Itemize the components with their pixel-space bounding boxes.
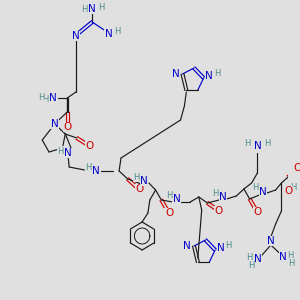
- Text: O: O: [284, 186, 292, 196]
- Text: N: N: [140, 176, 148, 186]
- Text: H: H: [264, 139, 270, 148]
- Text: N: N: [72, 31, 80, 41]
- Text: H: H: [114, 28, 120, 37]
- Text: H: H: [81, 5, 88, 14]
- Text: O: O: [135, 184, 143, 194]
- Text: H: H: [288, 259, 294, 268]
- Text: O: O: [294, 163, 300, 173]
- Text: H: H: [244, 139, 251, 148]
- Text: H: H: [247, 253, 253, 262]
- Text: H: H: [225, 242, 232, 250]
- Text: N: N: [49, 93, 57, 103]
- Text: N: N: [173, 194, 181, 204]
- Text: N: N: [217, 243, 225, 253]
- Text: N: N: [88, 4, 96, 14]
- Text: H: H: [248, 260, 255, 269]
- Text: O: O: [165, 208, 173, 218]
- Text: H: H: [38, 92, 44, 101]
- Text: H: H: [214, 70, 220, 79]
- Text: O: O: [215, 206, 223, 216]
- Text: N: N: [105, 29, 112, 39]
- Text: O: O: [63, 122, 71, 132]
- Text: N: N: [259, 187, 267, 197]
- Text: N: N: [51, 119, 59, 129]
- Text: H: H: [287, 250, 293, 260]
- Text: H: H: [290, 184, 296, 193]
- Text: N: N: [206, 71, 213, 81]
- Text: H: H: [99, 4, 105, 13]
- Text: N: N: [267, 236, 275, 246]
- Text: N: N: [279, 252, 287, 262]
- Text: N: N: [92, 166, 100, 176]
- Text: H: H: [166, 190, 172, 200]
- Text: H: H: [85, 163, 92, 172]
- Text: N: N: [219, 192, 227, 202]
- Text: N: N: [172, 69, 180, 79]
- Text: H: H: [42, 95, 48, 104]
- Text: O: O: [85, 141, 93, 151]
- Text: N: N: [183, 241, 191, 251]
- Text: H: H: [57, 146, 64, 155]
- Text: O: O: [253, 207, 262, 217]
- Text: H: H: [133, 172, 140, 182]
- Text: N: N: [254, 254, 261, 264]
- Text: N: N: [64, 148, 72, 158]
- Text: N: N: [254, 141, 261, 151]
- Text: H: H: [212, 188, 218, 197]
- Text: H: H: [252, 184, 259, 193]
